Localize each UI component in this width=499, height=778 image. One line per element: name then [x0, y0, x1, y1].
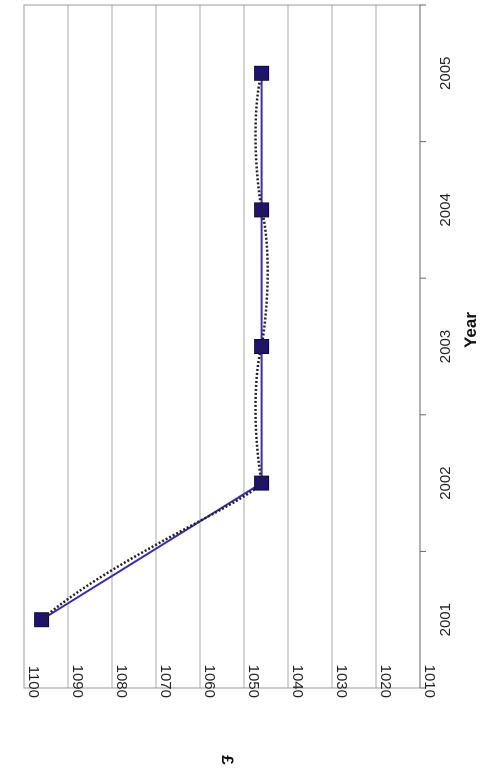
x-tick-label: 2001 [437, 603, 454, 636]
series-0-line [41, 73, 263, 621]
x-tick-label: 2005 [437, 57, 454, 90]
series-0-marker [254, 475, 270, 491]
series-1-line [40, 72, 269, 621]
y-tick-label: 1050 [245, 665, 262, 698]
plot-area-border [23, 4, 421, 689]
y-tick-label: 1060 [201, 665, 218, 698]
y-axis-title: £ [218, 755, 237, 765]
y-tick-label: 1010 [421, 665, 438, 698]
tick-labels: 1100 1090 1080 1070 1060 1050 1040 1030 1020 1010… [25, 57, 454, 698]
series-layer [34, 65, 270, 628]
axes [23, 4, 426, 689]
y-tick-label: 1030 [333, 665, 350, 698]
x-tick-label: 2003 [437, 330, 454, 363]
series-0-marker [254, 65, 270, 81]
y-tick-label: 1040 [289, 665, 306, 698]
grid-lines [23, 5, 421, 688]
x-axis-title: Year [461, 312, 480, 348]
y-tick-label: 1020 [377, 665, 394, 698]
y-tick-label: 1090 [69, 665, 86, 698]
y-tick-label: 1080 [113, 665, 130, 698]
x-tick-label: 2004 [437, 193, 454, 226]
y-tick-label: 1070 [157, 665, 174, 698]
x-tick-label: 2002 [437, 466, 454, 499]
y-tick-label: 1100 [25, 666, 42, 698]
